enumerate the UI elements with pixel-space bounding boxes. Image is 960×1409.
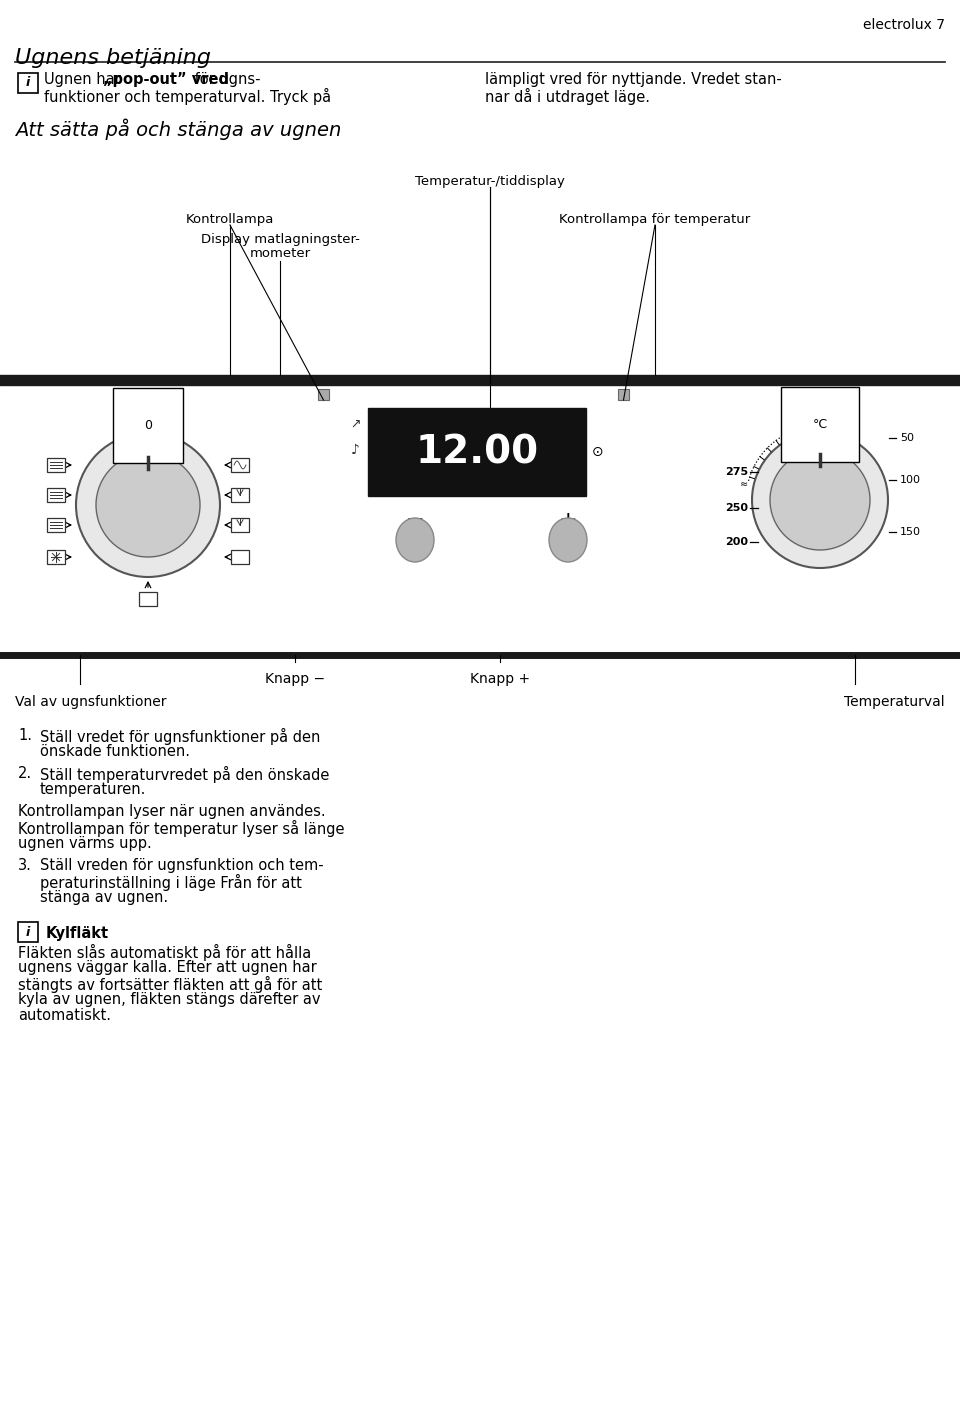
- FancyBboxPatch shape: [18, 921, 38, 943]
- Text: för ugns-: för ugns-: [190, 72, 260, 87]
- Text: „pop-out” vred: „pop-out” vred: [103, 72, 229, 87]
- Bar: [318, 389, 329, 400]
- Text: ↗: ↗: [349, 418, 360, 431]
- Text: 275: 275: [725, 466, 748, 478]
- Text: i: i: [26, 926, 30, 938]
- Text: Ugnens betjäning: Ugnens betjäning: [15, 48, 211, 68]
- Text: +: +: [559, 510, 577, 530]
- Bar: [618, 389, 629, 400]
- Text: ugnen värms upp.: ugnen värms upp.: [18, 836, 152, 851]
- Text: 100: 100: [900, 475, 921, 485]
- Text: ⊙: ⊙: [592, 445, 604, 459]
- Text: lämpligt vred för nyttjande. Vredet stan-: lämpligt vred för nyttjande. Vredet stan…: [485, 72, 781, 87]
- Text: 50: 50: [900, 433, 914, 442]
- Text: nar då i utdraget läge.: nar då i utdraget läge.: [485, 87, 650, 106]
- Text: Ställ vredet för ugnsfunktioner på den: Ställ vredet för ugnsfunktioner på den: [40, 728, 321, 745]
- Text: Kylfläkt: Kylfläkt: [46, 926, 109, 941]
- Text: Ugnen har: Ugnen har: [44, 72, 126, 87]
- Text: 250: 250: [725, 503, 748, 513]
- Text: Kontrollampa: Kontrollampa: [186, 213, 275, 225]
- Text: Att sätta på och stänga av ugnen: Att sätta på och stänga av ugnen: [15, 118, 342, 139]
- Text: peraturinställning i läge Från för att: peraturinställning i läge Från för att: [40, 874, 301, 890]
- Bar: [47, 488, 65, 502]
- Bar: [47, 519, 65, 533]
- Text: temperaturen.: temperaturen.: [40, 782, 146, 797]
- Circle shape: [752, 433, 888, 568]
- Bar: [231, 458, 249, 472]
- Text: automatiskt.: automatiskt.: [18, 1007, 111, 1023]
- Text: 200: 200: [725, 537, 748, 547]
- Bar: [231, 488, 249, 502]
- Bar: [368, 409, 586, 496]
- Circle shape: [96, 454, 200, 557]
- Text: ♪: ♪: [350, 442, 359, 457]
- Text: 150: 150: [900, 527, 921, 537]
- Text: stängts av fortsätter fläkten att gå för att: stängts av fortsätter fläkten att gå för…: [18, 976, 323, 993]
- Bar: [231, 519, 249, 533]
- Text: Kontrollampan lyser när ugnen användes.: Kontrollampan lyser när ugnen användes.: [18, 805, 325, 819]
- Text: Val av ugnsfunktioner: Val av ugnsfunktioner: [15, 695, 166, 709]
- Ellipse shape: [549, 519, 587, 562]
- Text: Fläkten slås automatiskt på för att hålla: Fläkten slås automatiskt på för att håll…: [18, 944, 311, 961]
- Text: mometer: mometer: [250, 247, 311, 261]
- Bar: [47, 550, 65, 564]
- Circle shape: [76, 433, 220, 578]
- Text: i: i: [26, 76, 30, 90]
- Bar: [231, 550, 249, 564]
- Text: Temperatur-/tiddisplay: Temperatur-/tiddisplay: [415, 175, 564, 187]
- Text: Ställ temperaturvredet på den önskade: Ställ temperaturvredet på den önskade: [40, 766, 329, 783]
- Text: ≈: ≈: [740, 479, 748, 489]
- Text: Kontrollampa för temperatur: Kontrollampa för temperatur: [560, 213, 751, 225]
- Text: Kontrollampan för temperatur lyser så länge: Kontrollampan för temperatur lyser så lä…: [18, 820, 345, 837]
- Bar: [139, 592, 157, 606]
- Text: 3.: 3.: [18, 858, 32, 874]
- Text: 1.: 1.: [18, 728, 32, 743]
- Text: Display matlagningster-: Display matlagningster-: [201, 232, 359, 247]
- Text: electrolux 7: electrolux 7: [863, 18, 945, 32]
- Text: Ställ vreden för ugnsfunktion och tem-: Ställ vreden för ugnsfunktion och tem-: [40, 858, 324, 874]
- Circle shape: [770, 449, 870, 550]
- Text: °C: °C: [812, 418, 828, 431]
- Text: önskade funktionen.: önskade funktionen.: [40, 744, 190, 759]
- Text: 0: 0: [144, 418, 152, 433]
- Text: 12.00: 12.00: [416, 433, 539, 471]
- Bar: [47, 458, 65, 472]
- Text: funktioner och temperaturval. Tryck på: funktioner och temperaturval. Tryck på: [44, 87, 331, 106]
- Text: kyla av ugnen, fläkten stängs därefter av: kyla av ugnen, fläkten stängs därefter a…: [18, 992, 321, 1007]
- Text: −: −: [406, 510, 424, 530]
- Text: 2.: 2.: [18, 766, 32, 781]
- Text: Knapp −: Knapp −: [265, 672, 325, 686]
- Text: Temperaturval: Temperaturval: [845, 695, 945, 709]
- FancyBboxPatch shape: [18, 73, 38, 93]
- Text: Knapp +: Knapp +: [470, 672, 530, 686]
- Ellipse shape: [396, 519, 434, 562]
- Text: ugnens väggar kalla. Efter att ugnen har: ugnens väggar kalla. Efter att ugnen har: [18, 960, 317, 975]
- Text: stänga av ugnen.: stänga av ugnen.: [40, 890, 168, 905]
